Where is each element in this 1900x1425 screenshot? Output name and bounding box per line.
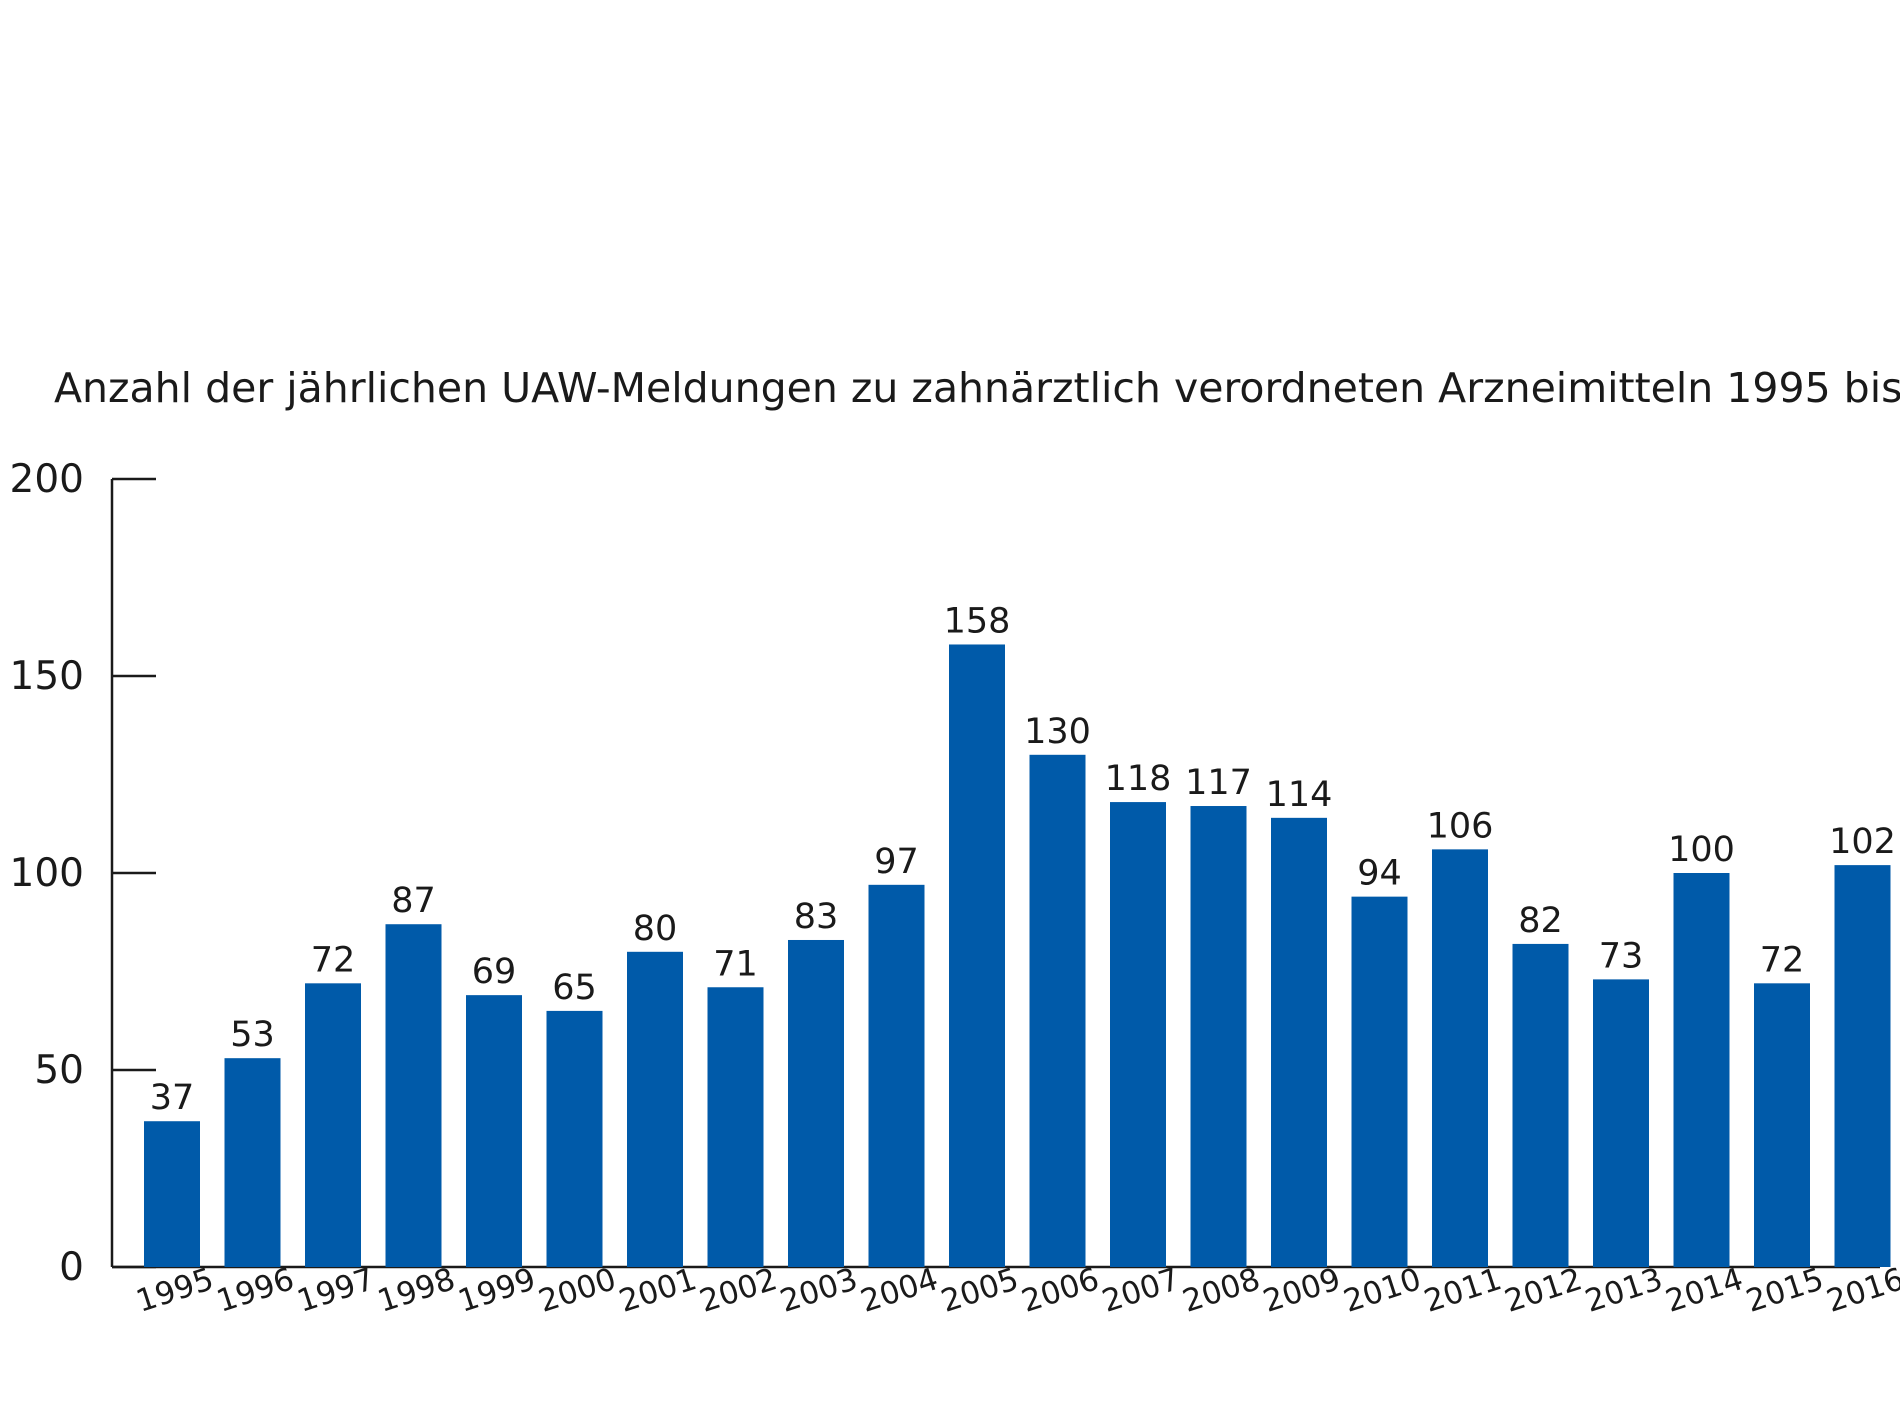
x-tick-label-2004: 2004 [856, 1261, 942, 1320]
data-label-2000: 65 [552, 968, 597, 1008]
x-tick-label-2016: 2016 [1822, 1261, 1900, 1320]
bar-2001 [627, 951, 683, 1267]
data-label-1996: 53 [230, 1015, 275, 1055]
x-tick-label-1999: 1999 [454, 1261, 540, 1320]
data-label-2008: 117 [1185, 763, 1252, 803]
bar-2015 [1754, 983, 1810, 1267]
x-tick-label-2013: 2013 [1581, 1261, 1667, 1320]
x-tick-label-1997: 1997 [293, 1261, 379, 1320]
bar-1997 [305, 983, 361, 1267]
bar-1995 [144, 1121, 200, 1267]
bar-1999 [466, 995, 522, 1267]
x-tick-label-2008: 2008 [1178, 1261, 1264, 1320]
bars [144, 644, 1891, 1267]
bar-2006 [1029, 754, 1086, 1267]
x-tick-label-2006: 2006 [1017, 1261, 1103, 1320]
data-label-1998: 87 [391, 881, 436, 921]
data-label-2002: 71 [713, 944, 758, 984]
x-tick-label-1998: 1998 [373, 1261, 459, 1320]
data-label-2006: 130 [1024, 712, 1091, 752]
data-labels: 37 53 72 87 69 65 80 71 83 97 158 130 118 117 114 94 106… [150, 601, 1896, 1118]
x-tick-label-1996: 1996 [212, 1261, 298, 1320]
bar-2002 [707, 987, 764, 1267]
x-tick-label-2010: 2010 [1339, 1261, 1425, 1320]
bar-2000 [546, 1010, 603, 1267]
x-tick-label-2002: 2002 [695, 1261, 781, 1320]
x-tick-label-2001: 2001 [615, 1261, 701, 1320]
data-label-2007: 118 [1105, 759, 1172, 799]
bar-2013 [1593, 979, 1649, 1267]
data-label-2005: 158 [944, 601, 1011, 641]
data-label-2003: 83 [794, 897, 839, 937]
data-label-1999: 69 [472, 952, 517, 992]
data-label-2004: 97 [874, 842, 919, 882]
data-label-2016: 102 [1829, 822, 1896, 862]
bar-2014 [1673, 873, 1730, 1267]
data-label-2015: 72 [1760, 940, 1805, 980]
x-tick-label-1995: 1995 [132, 1261, 218, 1320]
data-label-2009: 114 [1266, 775, 1333, 815]
x-tick-label-2012: 2012 [1500, 1261, 1586, 1320]
data-label-1997: 72 [311, 940, 356, 980]
x-tick-label-2014: 2014 [1661, 1261, 1747, 1320]
bar-2007 [1110, 802, 1166, 1267]
data-label-2013: 73 [1599, 936, 1644, 976]
x-tick-label-2007: 2007 [1098, 1261, 1184, 1320]
bar-2009 [1271, 817, 1327, 1267]
bar-2004 [868, 884, 925, 1267]
x-tick-label-2011: 2011 [1420, 1261, 1506, 1320]
x-tick-label-2009: 2009 [1259, 1261, 1345, 1320]
y-tick-label: 0 [59, 1245, 84, 1290]
data-label-2012: 82 [1518, 901, 1563, 941]
data-label-2010: 94 [1357, 854, 1402, 894]
data-label-2014: 100 [1668, 830, 1735, 870]
bar-1996 [224, 1058, 281, 1267]
bar-2008 [1190, 806, 1247, 1267]
y-tick-labels: 0 50 100 150 200 [10, 457, 84, 1290]
bar-2016 [1834, 865, 1891, 1267]
x-tick-label-2005: 2005 [937, 1261, 1023, 1320]
y-tick-label: 150 [10, 654, 84, 699]
bar-2005 [949, 644, 1005, 1267]
bar-2003 [788, 939, 844, 1267]
y-tick-label: 200 [10, 457, 84, 502]
chart-title: Anzahl der jährlichen UAW-Meldungen zu z… [54, 364, 1900, 412]
bar-2012 [1512, 943, 1569, 1267]
x-tick-label-2003: 2003 [776, 1261, 862, 1320]
bar-1998 [385, 924, 442, 1267]
x-tick-labels: 1995199619971998199920002001200220032004… [132, 1261, 1900, 1320]
data-label-1995: 37 [150, 1078, 195, 1118]
bar-2010 [1351, 896, 1408, 1267]
x-tick-label-2015: 2015 [1742, 1261, 1828, 1320]
y-tick-label: 100 [10, 851, 84, 896]
y-tick-label: 50 [34, 1048, 84, 1093]
data-label-2011: 106 [1427, 806, 1494, 846]
x-tick-label-2000: 2000 [534, 1261, 620, 1320]
bar-2011 [1432, 849, 1488, 1267]
data-label-2001: 80 [633, 909, 678, 949]
